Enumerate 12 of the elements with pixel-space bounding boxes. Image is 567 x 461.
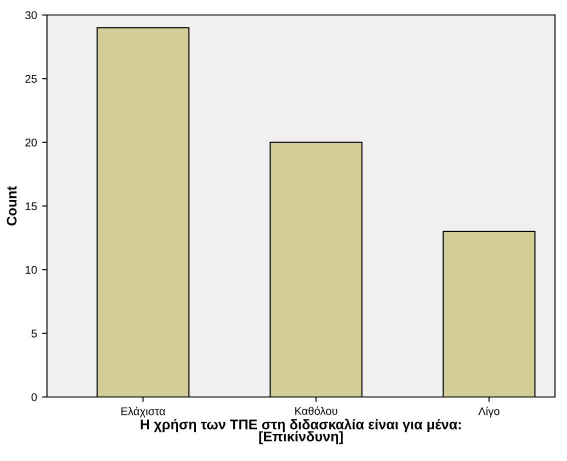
y-tick-label: 5 [32,330,37,338]
y-tick-label: 25 [25,74,37,83]
x-tick-label: Καθόλου [295,406,338,415]
y-axis-title: Count [6,186,17,226]
y-tick-label: 15 [26,202,37,210]
y-tick-label: 20 [25,138,37,146]
y-tick-label: 10 [26,266,37,274]
x-tick-label: Λίγο [478,406,500,418]
y-tick-label: 0 [32,393,37,402]
x-tick-label: Ελάχιστα [121,406,166,418]
y-tick-label: 30 [25,11,37,20]
x-axis-title: Η χρήση των ΤΠΕ στη διδασκαλία είναι για μένα: [Επικίνδυνη] [140,418,461,444]
